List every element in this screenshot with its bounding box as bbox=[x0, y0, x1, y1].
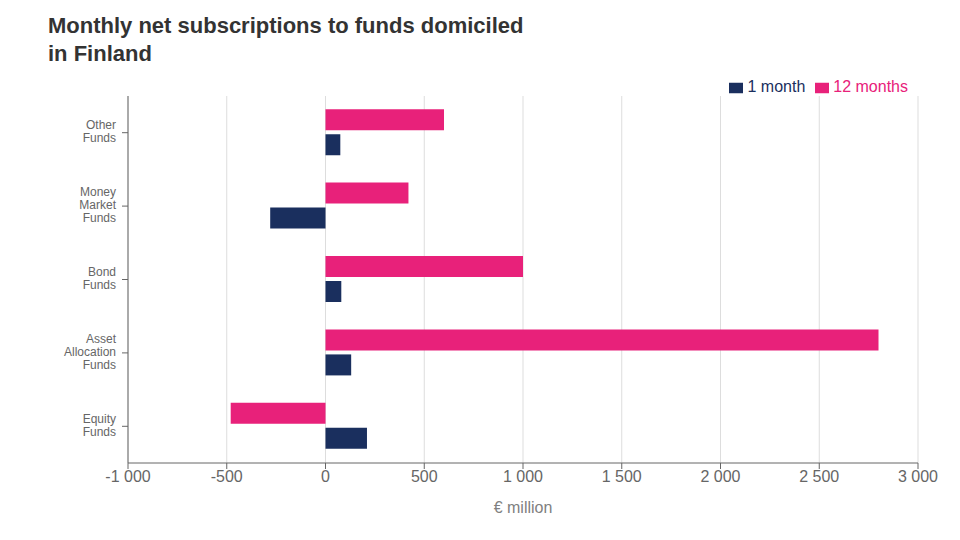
svg-text:MoneyMarketFunds: MoneyMarketFunds bbox=[79, 185, 116, 225]
html-text:Monthly net subscriptions to f: Monthly net subscriptions to funds domic… bbox=[48, 13, 524, 38]
html-text:in Finland: in Finland bbox=[48, 41, 152, 66]
svg-text:€ million: € million bbox=[494, 499, 553, 516]
svg-text:EquityFunds: EquityFunds bbox=[83, 412, 116, 439]
html-text:1 month: 1 month bbox=[747, 78, 806, 95]
svg-text:-1 000: -1 000 bbox=[105, 468, 150, 485]
svg-text:2 000: 2 000 bbox=[700, 468, 740, 485]
svg-text:BondFunds: BondFunds bbox=[83, 265, 116, 292]
svg-text:500: 500 bbox=[411, 468, 438, 485]
svg-text:2 500: 2 500 bbox=[799, 468, 839, 485]
svg-text:3 000: 3 000 bbox=[898, 468, 938, 485]
svg-text:-500: -500 bbox=[211, 468, 243, 485]
svg-text:0: 0 bbox=[321, 468, 330, 485]
svg-text:OtherFunds: OtherFunds bbox=[83, 118, 116, 145]
svg-text:1 000: 1 000 bbox=[503, 468, 543, 485]
svg-text:AssetAllocationFunds: AssetAllocationFunds bbox=[64, 332, 117, 372]
svg-text:1 500: 1 500 bbox=[602, 468, 642, 485]
html-text:12 months: 12 months bbox=[833, 78, 908, 95]
